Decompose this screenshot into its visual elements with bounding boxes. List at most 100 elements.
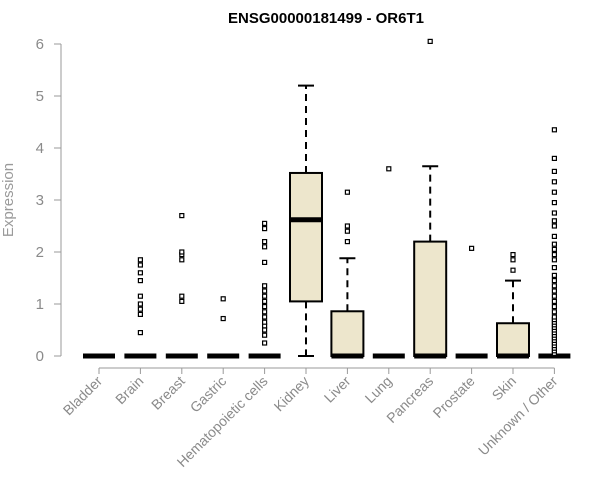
outlier-point [137, 301, 143, 307]
outlier-point [262, 332, 268, 338]
outlier-point [551, 272, 558, 278]
outlier-point [551, 155, 558, 161]
outlier-point [551, 304, 558, 310]
outlier-point [137, 311, 143, 317]
outlier-point [262, 244, 268, 250]
x-tick-label: Brain [112, 373, 146, 407]
outlier-point [137, 257, 143, 263]
outlier-point [344, 228, 350, 234]
box-group-gastric [207, 296, 240, 359]
x-tick-label: Unknown / Other [475, 373, 561, 459]
y-tick-label: 5 [36, 88, 44, 105]
box-group-kidney [289, 84, 323, 357]
outlier-point [137, 293, 143, 299]
box-group-liver [330, 189, 365, 359]
outlier-point [179, 293, 185, 299]
boxes [83, 38, 571, 359]
x-tick-label: Prostate [430, 373, 478, 421]
outlier-point [469, 245, 475, 251]
outlier-point [262, 340, 268, 346]
outlier-point [344, 189, 350, 195]
outlier-point [262, 259, 268, 265]
box-group-prostate [455, 245, 488, 359]
box-body [413, 240, 448, 358]
outlier-point [137, 330, 143, 336]
box-body [496, 322, 530, 357]
outlier-point [179, 298, 185, 304]
outlier-point [551, 241, 558, 247]
box-body [289, 171, 323, 303]
outlier-point [137, 262, 143, 268]
outlier-point [551, 293, 558, 299]
outlier-point [510, 257, 516, 263]
y-axis-label: Expression [0, 163, 17, 237]
box-group-hematopoietic-cells [248, 220, 281, 359]
outlier-point [262, 314, 268, 320]
box-group-breast [165, 213, 198, 359]
outlier-point [551, 252, 558, 258]
outlier-point [137, 278, 143, 284]
outlier-point [551, 210, 558, 216]
outlier-point [551, 265, 558, 271]
outlier-point [137, 270, 143, 276]
x-tick-label: Skin [489, 373, 520, 404]
outlier-point [262, 319, 268, 325]
outlier-point [262, 298, 268, 304]
x-tick-label: Liver [321, 373, 354, 406]
outlier-point [179, 213, 185, 219]
outlier-point [551, 283, 558, 289]
outlier-point [551, 233, 558, 239]
outlier-point [262, 220, 268, 226]
y-tick-label: 6 [36, 36, 44, 53]
outlier-point [344, 239, 350, 245]
outlier-point [551, 288, 558, 294]
outlier-point [262, 239, 268, 245]
chart-title: ENSG00000181499 - OR6T1 [228, 10, 424, 27]
box-group-pancreas [413, 38, 448, 359]
y-tick-label: 3 [36, 192, 44, 209]
box-body [330, 310, 365, 357]
outlier-point [551, 278, 558, 284]
x-tick-label: Bladder [60, 373, 106, 419]
outlier-point [137, 306, 143, 312]
outlier-point [262, 304, 268, 310]
outlier-point [551, 218, 558, 224]
outlier-point [220, 315, 226, 322]
y-tick-label: 0 [36, 348, 44, 365]
outlier-point [551, 298, 558, 304]
y-tick-label: 2 [36, 244, 44, 261]
outlier-point [262, 327, 268, 333]
outlier-point [427, 38, 433, 45]
outlier-point [262, 309, 268, 315]
outlier-point [262, 288, 268, 294]
x-tick-label: Breast [148, 373, 188, 413]
outlier-point [510, 267, 516, 273]
box-group-brain [124, 257, 157, 359]
outlier-point [179, 257, 185, 263]
outlier-point [510, 252, 516, 258]
y-tick-label: 4 [36, 140, 44, 157]
outlier-point [551, 223, 558, 229]
outlier-point [262, 293, 268, 299]
y-tick-label: 1 [36, 296, 44, 313]
box-group-skin [496, 252, 530, 359]
box-group-lung [372, 166, 405, 359]
x-tick-label: Kidney [271, 373, 313, 415]
outlier-point [344, 223, 350, 229]
outlier-point [551, 200, 558, 206]
outlier-point [551, 189, 558, 195]
outlier-point [386, 166, 392, 172]
outlier-point [551, 309, 558, 315]
y-axis: 0 1 2 3 4 5 6 [36, 36, 62, 365]
box-group-unknown-other [538, 127, 571, 359]
outlier-point [179, 249, 185, 255]
x-tick-label: Lung [362, 373, 395, 406]
outlier-point [551, 257, 558, 263]
outlier-point [551, 168, 558, 174]
outlier-point [220, 296, 226, 302]
outlier-point [551, 314, 558, 320]
outlier-point [262, 226, 268, 232]
outlier-point [551, 179, 558, 185]
